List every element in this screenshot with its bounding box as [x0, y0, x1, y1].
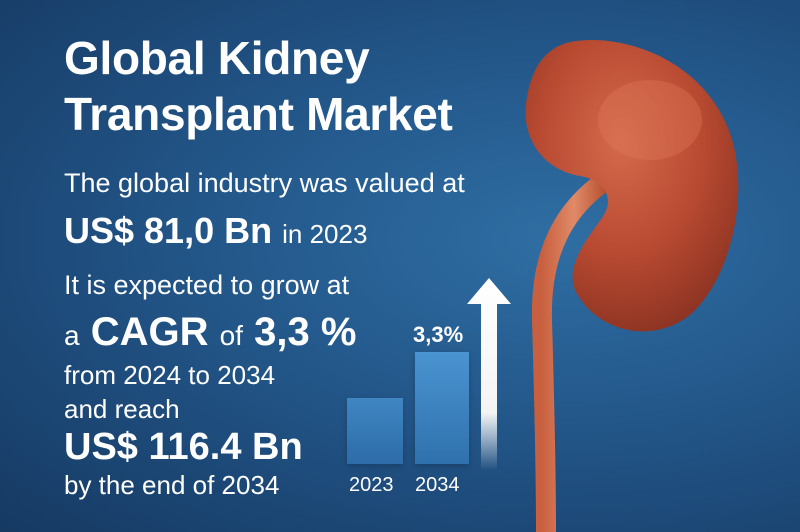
- title-line-2: Transplant Market: [64, 88, 453, 140]
- cagr-label: CAGR: [90, 310, 209, 354]
- reach-text: and reach: [64, 394, 180, 424]
- kidney-illustration: [525, 39, 739, 532]
- up-arrow-icon: [467, 278, 511, 470]
- bar-label-2034: 2034: [415, 474, 460, 496]
- cagr-of: of: [219, 320, 243, 351]
- current-year-text: in 2023: [282, 219, 368, 249]
- bar-2034: [415, 352, 469, 464]
- bar-value-2034: 3,3%: [413, 322, 464, 347]
- ureter: [531, 170, 616, 532]
- bar-2023: [347, 398, 403, 464]
- end-text: by the end of 2034: [64, 470, 280, 500]
- period-text: from 2024 to 2034: [64, 360, 276, 390]
- kidney-body: [525, 39, 739, 332]
- cagr-value: 3,3 %: [254, 310, 357, 354]
- cagr-prefix: a: [64, 320, 80, 351]
- current-value-line: US$ 81,0 Bn in 2023: [64, 210, 367, 252]
- cagr-line: a CAGR of 3,3 %: [64, 310, 356, 355]
- current-value: US$ 81,0 Bn: [64, 210, 273, 251]
- future-value: US$ 116.4 Bn: [64, 426, 303, 468]
- valued-text: The global industry was valued at: [64, 168, 465, 198]
- title-line-1: Global Kidney: [64, 32, 370, 84]
- page-title: Global Kidney Transplant Market: [64, 30, 453, 142]
- expect-text: It is expected to grow at: [64, 270, 350, 300]
- bar-label-2023: 2023: [349, 474, 394, 496]
